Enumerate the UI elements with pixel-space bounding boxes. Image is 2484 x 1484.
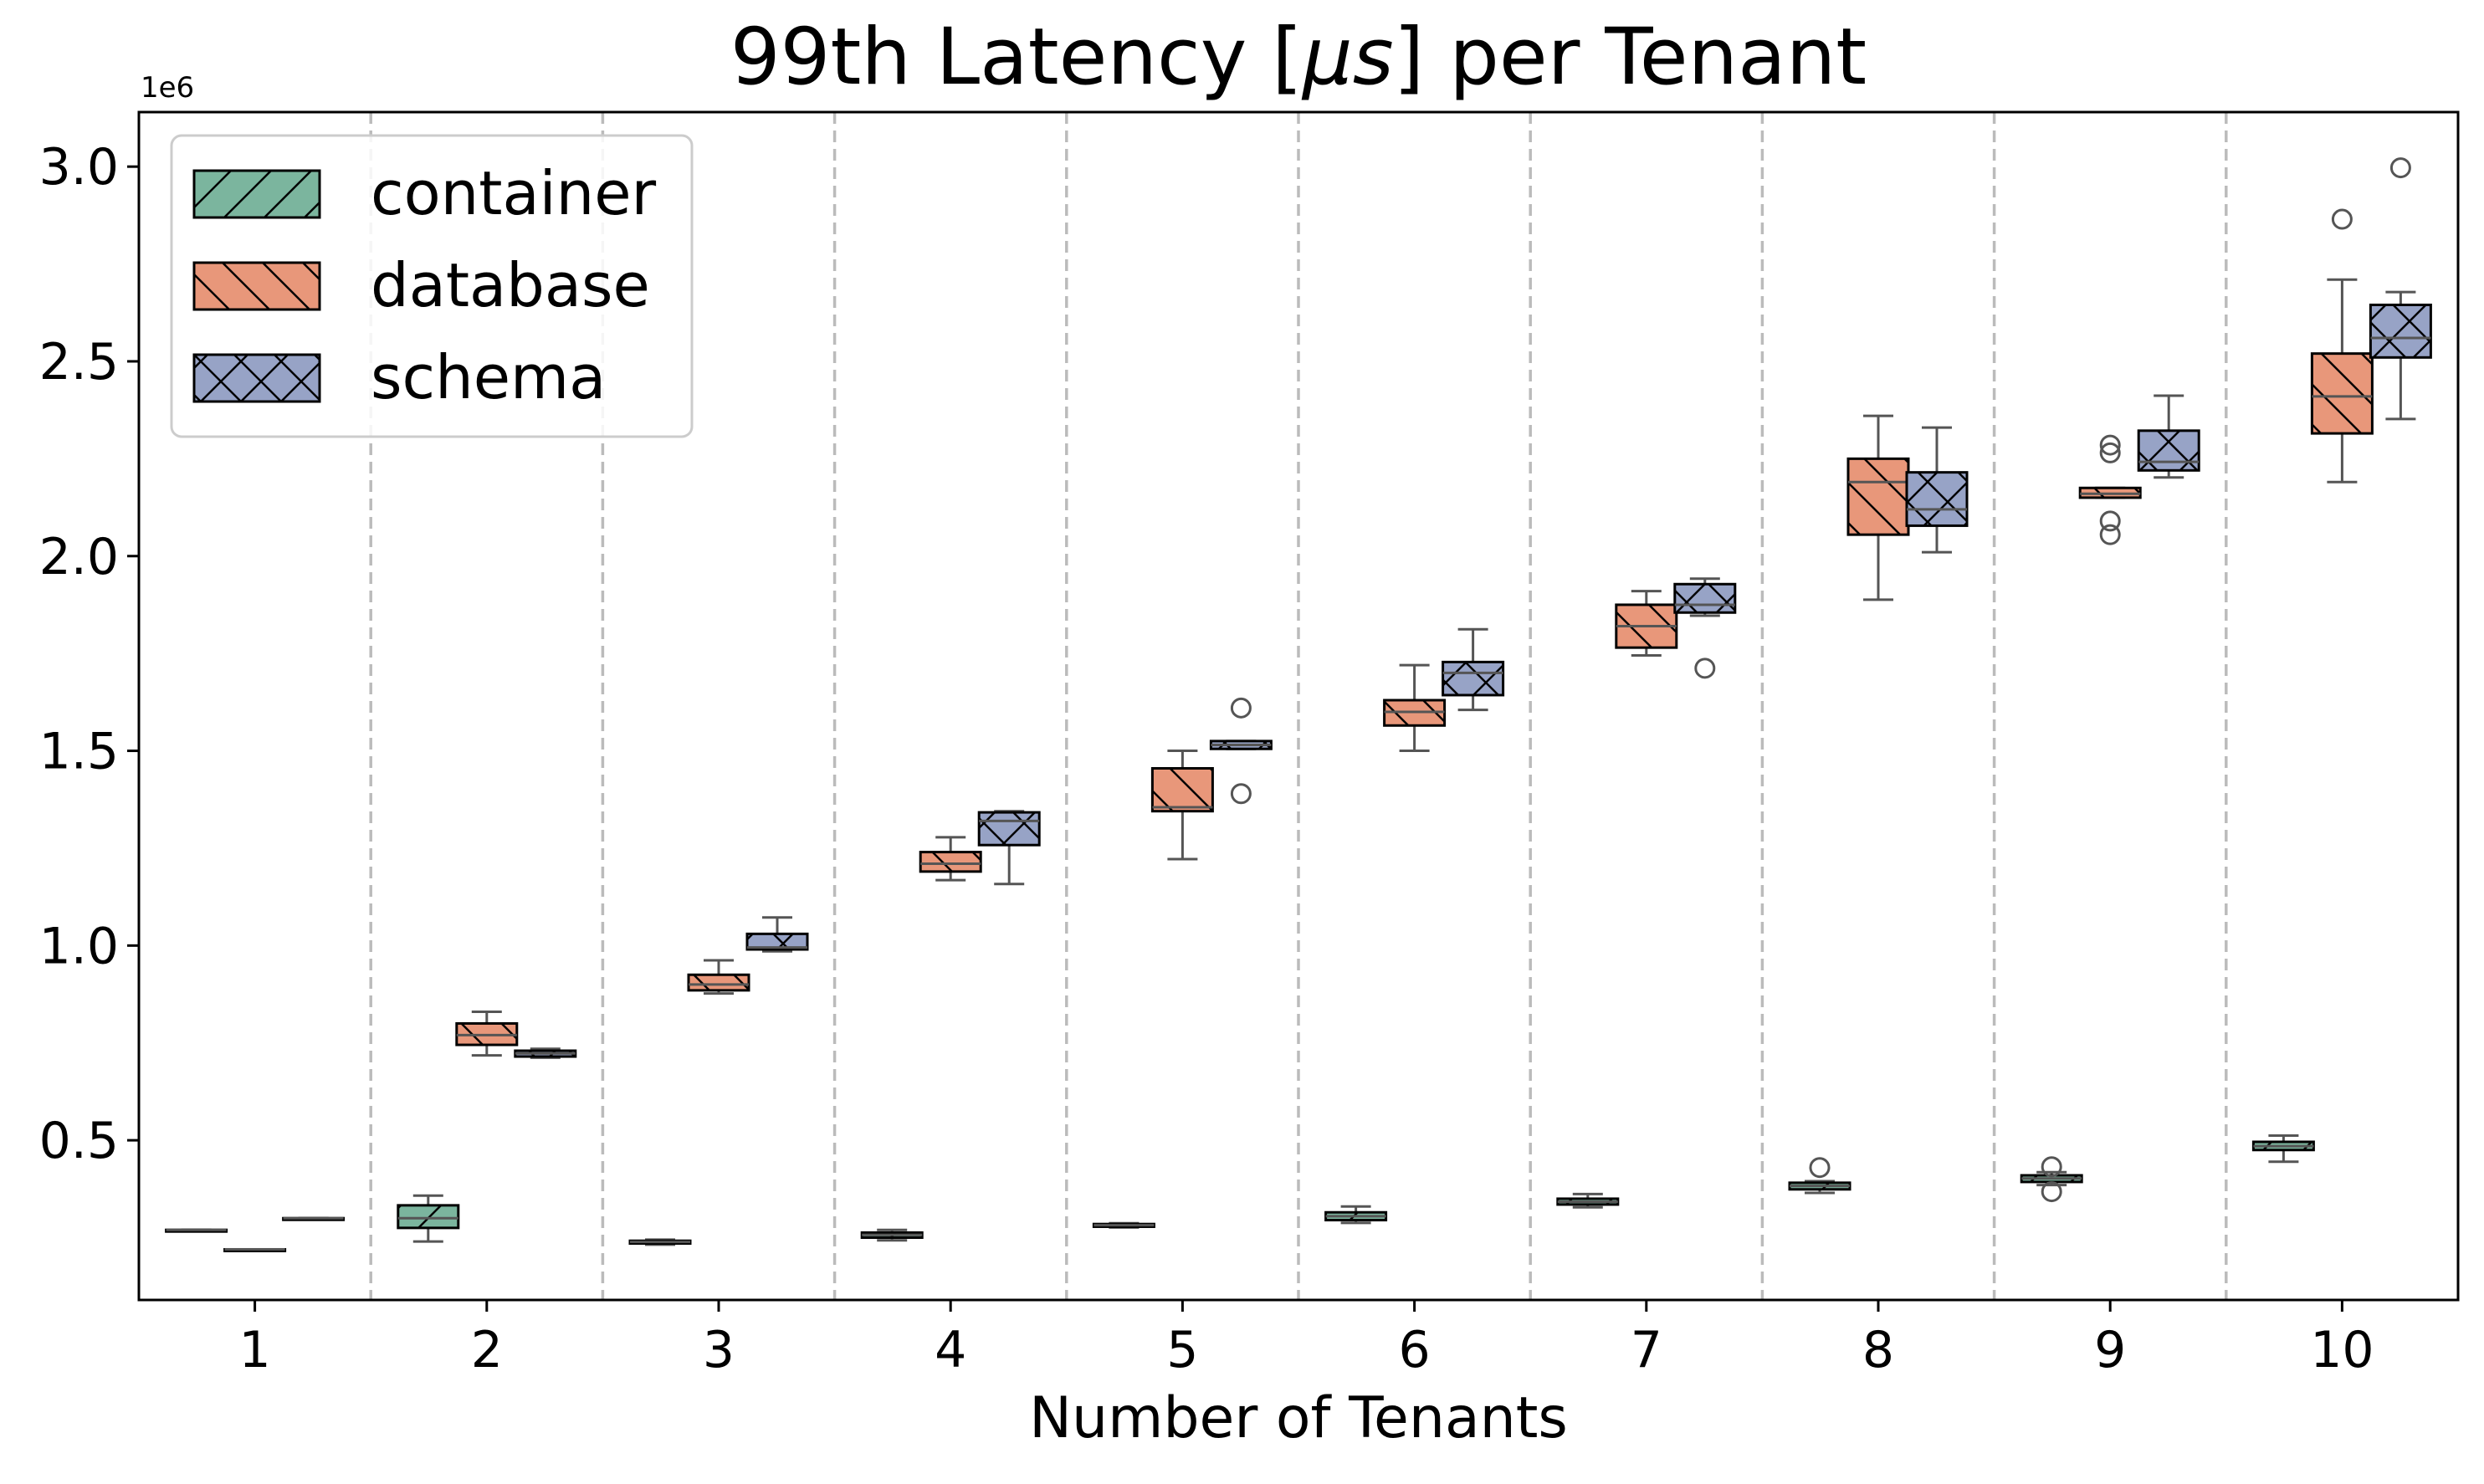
legend-label: database (371, 250, 650, 320)
box-body (1846, 457, 1910, 536)
x-tick-label: 9 (2094, 1321, 2126, 1379)
box-body (745, 932, 809, 951)
box-database-1 (223, 1247, 287, 1252)
box-body (2310, 352, 2374, 435)
box-body (919, 851, 982, 873)
box-body (1442, 660, 1505, 697)
box-container-7 (1556, 1192, 1620, 1209)
legend-label: container (371, 158, 657, 228)
box-container-5 (1092, 1221, 1155, 1229)
box-database-10 (2310, 208, 2374, 484)
y-tick-label: 2.5 (39, 333, 119, 391)
box-container-2 (397, 1194, 460, 1243)
box-database-8 (1846, 414, 1910, 601)
outlier-point (2099, 524, 2121, 545)
outlier-point (2099, 510, 2121, 532)
x-tick-label: 4 (935, 1321, 966, 1379)
box-database-2 (455, 1010, 519, 1057)
legend-swatch (192, 169, 321, 219)
box-database-7 (1615, 590, 1678, 657)
legend-item-container: container (192, 158, 657, 228)
x-tick-label: 6 (1399, 1321, 1431, 1379)
box-body (2137, 429, 2200, 472)
box-container-9 (2020, 1156, 2083, 1203)
box-body (397, 1204, 460, 1230)
box-schema-3 (745, 916, 809, 953)
box-schema-7 (1673, 577, 1737, 679)
box-series (165, 157, 2432, 1252)
box-body (977, 811, 1041, 847)
x-tick-label: 3 (703, 1321, 735, 1379)
box-schema-2 (514, 1047, 577, 1059)
y-tick-label: 0.5 (39, 1112, 119, 1170)
outlier-point (2099, 442, 2121, 463)
box-database-5 (1150, 750, 1214, 861)
box-body (1150, 766, 1214, 813)
legend-label: schema (371, 342, 606, 412)
plot-frame (137, 110, 2460, 1302)
outlier-point (1694, 658, 1716, 679)
outlier-point (1230, 697, 1252, 719)
y-tick-label: 1.0 (39, 917, 119, 975)
box-body (1905, 471, 1969, 527)
x-tick-label: 1 (239, 1321, 271, 1379)
box-schema-6 (1442, 627, 1505, 712)
box-database-4 (919, 836, 982, 882)
box-schema-10 (2369, 157, 2432, 421)
box-database-6 (1383, 663, 1447, 753)
outlier-point (1809, 1157, 1831, 1179)
box-database-3 (687, 959, 750, 995)
outlier-point (1230, 783, 1252, 805)
x-tick-label: 7 (1631, 1321, 1662, 1379)
legend-item-database: database (192, 250, 650, 320)
box-schema-9 (2137, 394, 2200, 479)
box-container-4 (860, 1228, 924, 1242)
box-container-6 (1324, 1205, 1388, 1225)
y-offset-label: 1e6 (141, 71, 194, 105)
outlier-point (2041, 1181, 2062, 1203)
outlier-point (2331, 208, 2353, 230)
box-container-10 (2251, 1134, 2315, 1164)
box-body (1673, 582, 1737, 614)
legend-item-schema: schema (192, 342, 606, 412)
x-tick-label: 10 (2310, 1321, 2374, 1379)
box-schema-5 (1209, 697, 1273, 805)
legend-swatch (192, 353, 321, 403)
x-axis-label: Number of Tenants (1029, 1385, 1568, 1451)
box-container-8 (1788, 1157, 1851, 1195)
legend-swatch (192, 261, 321, 311)
box-body (687, 973, 750, 992)
chart-title: 99th Latency [μs] per Tenant (730, 12, 1867, 103)
x-axis: 1 2 3 4 5 6 7 8 9 10 (239, 1300, 2374, 1379)
box-schema-1 (282, 1216, 346, 1221)
y-tick-label: 3.0 (39, 138, 119, 197)
box-container-1 (165, 1228, 228, 1233)
x-tick-label: 2 (471, 1321, 503, 1379)
outlier-point (2041, 1156, 2062, 1178)
x-tick-label: 8 (1862, 1321, 1894, 1379)
box-schema-8 (1905, 426, 1969, 554)
y-axis: 0.5 1.0 1.5 2.0 2.5 3.0 (39, 138, 139, 1170)
box-body (2369, 303, 2432, 359)
category-separators (369, 112, 2228, 1300)
outlier-point (2389, 157, 2411, 179)
outlier-point (2099, 434, 2121, 456)
x-tick-label: 5 (1166, 1321, 1198, 1379)
y-tick-label: 1.5 (39, 723, 119, 781)
y-tick-label: 2.0 (39, 528, 119, 586)
box-database-9 (2078, 434, 2142, 545)
box-schema-4 (977, 810, 1041, 886)
legend: container database schema (170, 134, 694, 438)
box-container-3 (628, 1238, 692, 1246)
